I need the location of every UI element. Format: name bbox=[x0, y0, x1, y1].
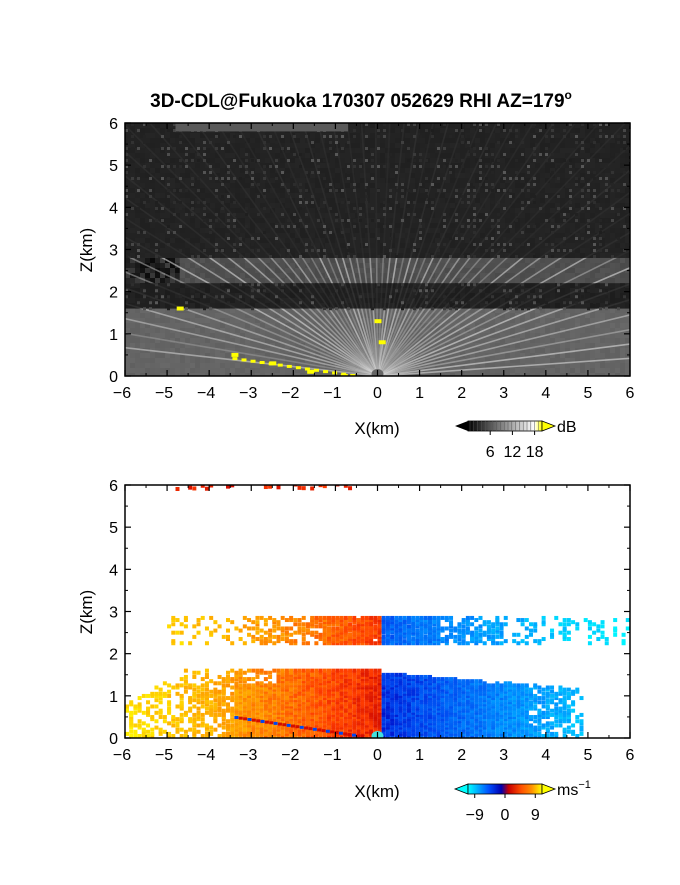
noise-cell bbox=[145, 273, 150, 278]
noise-cell bbox=[165, 268, 170, 273]
title-degree: o bbox=[565, 88, 572, 102]
noise-cell bbox=[145, 268, 150, 273]
noise-cell bbox=[170, 273, 175, 278]
noise-cell bbox=[175, 273, 180, 278]
noise-cell bbox=[175, 258, 180, 263]
noise-cell bbox=[140, 278, 145, 283]
title-main: 3D-CDL@Fukuoka 170307 052629 RHI AZ=179 bbox=[150, 91, 564, 112]
noise-cell bbox=[140, 258, 145, 263]
noise-cell bbox=[175, 268, 180, 273]
noise-cell bbox=[135, 273, 140, 278]
noise-cell bbox=[155, 263, 160, 268]
noise-cell bbox=[165, 278, 170, 283]
noise-cell bbox=[160, 278, 165, 283]
noise-cell bbox=[125, 278, 130, 283]
noise-cell bbox=[125, 273, 130, 278]
reflectivity-plot-area bbox=[125, 123, 630, 376]
noise-cell bbox=[170, 258, 175, 263]
noise-cell bbox=[135, 263, 140, 268]
noise-cell bbox=[135, 268, 140, 273]
noise-cell bbox=[160, 263, 165, 268]
noise-cell bbox=[150, 268, 155, 273]
noise-cell bbox=[150, 263, 155, 268]
noise-cell bbox=[170, 278, 175, 283]
noise-cell bbox=[130, 268, 135, 273]
noise-cell bbox=[130, 258, 135, 263]
noise-cell bbox=[155, 273, 160, 278]
noise-cell bbox=[130, 278, 135, 283]
noise-cell bbox=[155, 258, 160, 263]
noise-cell bbox=[170, 268, 175, 273]
noise-cell bbox=[135, 278, 140, 283]
noise-cell bbox=[160, 273, 165, 278]
noise-cell bbox=[165, 263, 170, 268]
noise-cell bbox=[150, 258, 155, 263]
noise-cell bbox=[170, 263, 175, 268]
noise-cell bbox=[150, 273, 155, 278]
noise-cell bbox=[150, 278, 155, 283]
noise-cell bbox=[140, 273, 145, 278]
noise-cell bbox=[125, 263, 130, 268]
noise-cell bbox=[140, 268, 145, 273]
noise-cell bbox=[145, 258, 150, 263]
noise-cell bbox=[155, 278, 160, 283]
noise-cell bbox=[140, 263, 145, 268]
chart-title: 3D-CDL@Fukuoka 170307 052629 RHI AZ=179o bbox=[150, 88, 572, 112]
noise-cell bbox=[130, 263, 135, 268]
noise-cell bbox=[125, 258, 130, 263]
noise-cell bbox=[160, 268, 165, 273]
noise-cell bbox=[160, 258, 165, 263]
